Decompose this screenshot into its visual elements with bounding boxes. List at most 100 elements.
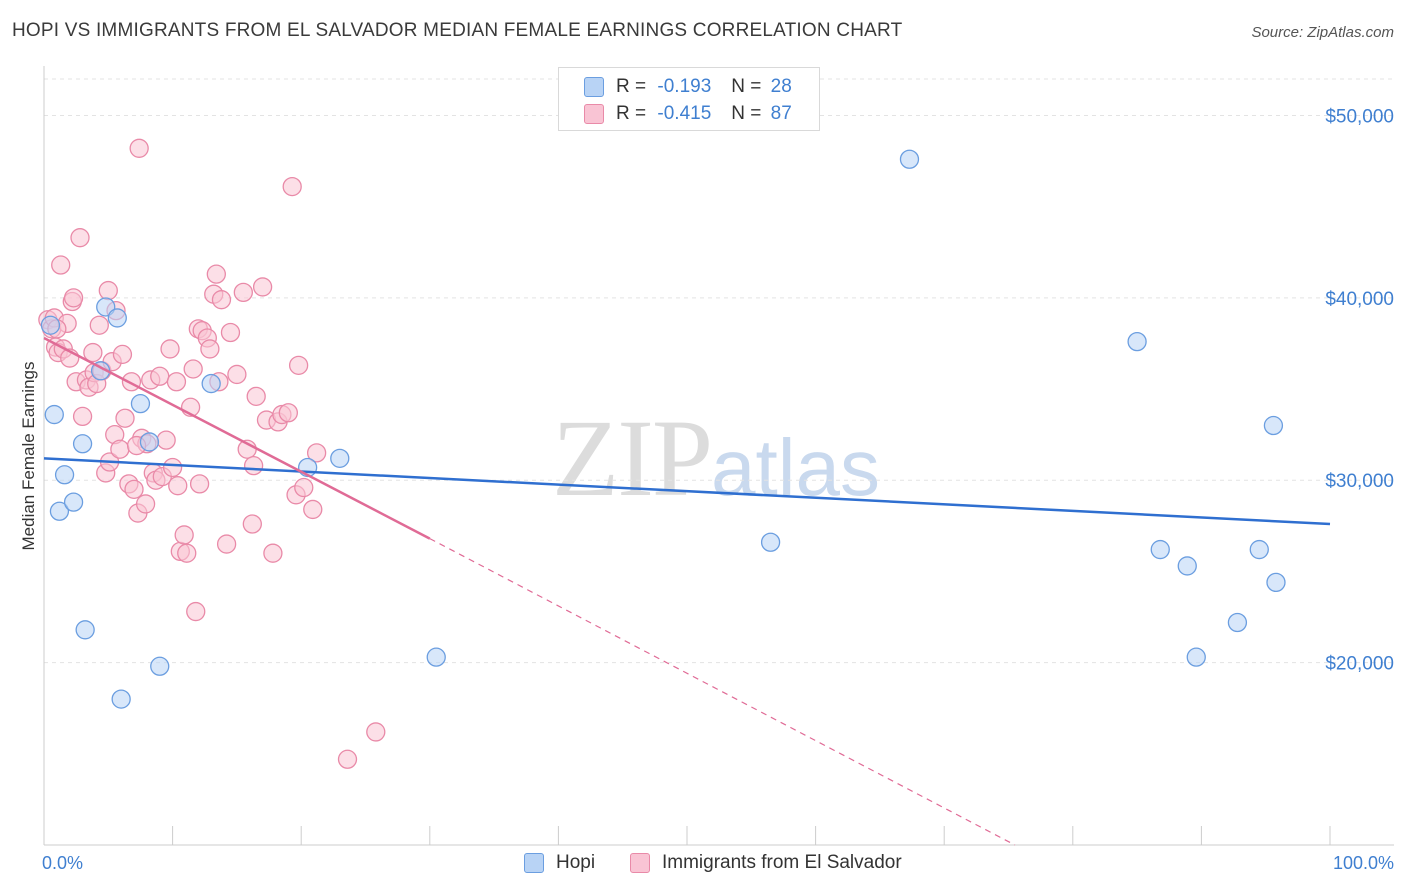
hopi-point: [1150, 539, 1170, 560]
salvador-point: [150, 366, 170, 386]
hopi-swatch: [584, 77, 604, 97]
hopi-point: [426, 647, 446, 667]
x-tick-label-min: 0.0%: [42, 853, 83, 873]
salvador-point: [63, 288, 84, 308]
salvador-point: [288, 355, 309, 375]
salvador-point: [72, 406, 93, 427]
hopi-point: [760, 532, 781, 552]
salvador-point: [51, 255, 71, 275]
salvador-point: [220, 322, 241, 343]
salvador-point: [110, 439, 130, 459]
hopi-point: [1249, 539, 1269, 560]
hopi-point: [139, 432, 160, 452]
hopi-legend-label: Hopi: [556, 852, 596, 873]
salvador-point: [278, 403, 298, 423]
salvador-point: [174, 525, 194, 545]
legend-row-salvador: R = -0.415 N = 87: [584, 101, 792, 127]
salvador-point: [306, 443, 327, 463]
hopi-point: [44, 404, 64, 425]
salvador-point: [162, 457, 183, 478]
stats-legend: R = -0.193 N = 28 R = -0.415 N = 87: [558, 67, 820, 131]
y-tick-label: $50,000: [1325, 106, 1394, 127]
salvador-point: [124, 479, 144, 500]
hopi-legend-swatch: [524, 853, 544, 873]
salvador-point: [112, 344, 133, 365]
salvador-r-value: -0.415: [657, 103, 712, 124]
hopi-point: [54, 465, 75, 485]
salvador-point: [135, 494, 156, 514]
salvador-point: [233, 282, 253, 303]
salvador-point: [115, 408, 135, 428]
hopi-point: [1186, 647, 1206, 667]
salvador-point: [160, 339, 180, 359]
salvador-point: [246, 386, 266, 406]
salvador-point: [98, 280, 118, 301]
salvador-point: [216, 534, 237, 554]
salvador-point: [189, 474, 210, 494]
watermark: ZIPatlas: [552, 395, 880, 522]
salvador-legend-swatch: [630, 853, 650, 873]
salvador-point: [177, 543, 197, 563]
salvador-legend-label: Immigrants from El Salvador: [662, 852, 902, 873]
hopi-point: [111, 689, 131, 709]
hopi-r-label: R =: [616, 76, 647, 97]
hopi-point: [63, 492, 84, 512]
hopi-point: [150, 656, 170, 676]
y-tick-label: $30,000: [1325, 471, 1394, 492]
hopi-point: [72, 434, 93, 454]
salvador-point: [282, 176, 302, 197]
salvador-point: [186, 601, 206, 622]
y-tick-label: $40,000: [1325, 289, 1394, 310]
chart-title: HOPI VS IMMIGRANTS FROM EL SALVADOR MEDI…: [12, 20, 903, 41]
hopi-point: [1263, 415, 1284, 436]
hopi-point: [107, 308, 127, 328]
salvador-point: [366, 722, 386, 742]
hopi-trend-line: [43, 457, 1331, 526]
hopi-point: [1127, 331, 1147, 352]
salvador-n-value: 87: [770, 103, 792, 124]
salvador-r-label: R =: [616, 103, 647, 124]
salvador-point: [227, 364, 247, 385]
salvador-point: [243, 455, 264, 476]
hopi-point: [1177, 556, 1197, 576]
salvador-swatch: [584, 104, 604, 124]
salvador-point: [183, 359, 203, 379]
hopi-point: [49, 501, 70, 521]
hopi-point: [899, 149, 920, 169]
hopi-n-value: 28: [770, 76, 792, 97]
series-legend-hopi: Hopi: [524, 852, 595, 874]
salvador-point: [211, 290, 232, 310]
hopi-point: [40, 315, 61, 335]
x-tick-label-max: 100.0%: [1333, 853, 1394, 873]
salvador-point: [156, 430, 176, 450]
salvador-trend-extension: [429, 538, 1016, 846]
hopi-n-label: N =: [731, 76, 762, 97]
salvador-point: [166, 372, 187, 392]
salvador-point: [168, 476, 188, 496]
hopi-point: [75, 620, 95, 640]
salvador-point: [242, 514, 262, 534]
salvador-point: [129, 138, 149, 158]
hopi-point: [1266, 572, 1286, 593]
salvador-point: [200, 339, 220, 359]
source-label: Source: ZipAtlas.com: [1251, 24, 1394, 41]
salvador-point: [89, 315, 109, 335]
series-legend-salvador: Immigrants from El Salvador: [630, 852, 902, 874]
salvador-point: [263, 543, 283, 563]
watermark-zip: ZIP: [552, 397, 713, 519]
salvador-point: [206, 264, 226, 284]
salvador-point: [83, 342, 103, 363]
hopi-r-value: -0.193: [657, 76, 712, 97]
salvador-n-label: N =: [731, 103, 762, 124]
salvador-point: [294, 477, 314, 498]
salvador-point: [337, 749, 358, 769]
salvador-point: [252, 277, 273, 297]
salvador-trend-line: [43, 336, 431, 540]
salvador-point: [70, 228, 90, 248]
hopi-point: [201, 373, 221, 394]
hopi-point: [330, 448, 350, 469]
hopi-point: [130, 393, 151, 414]
hopi-point: [1227, 612, 1248, 633]
salvador-point: [303, 499, 323, 520]
